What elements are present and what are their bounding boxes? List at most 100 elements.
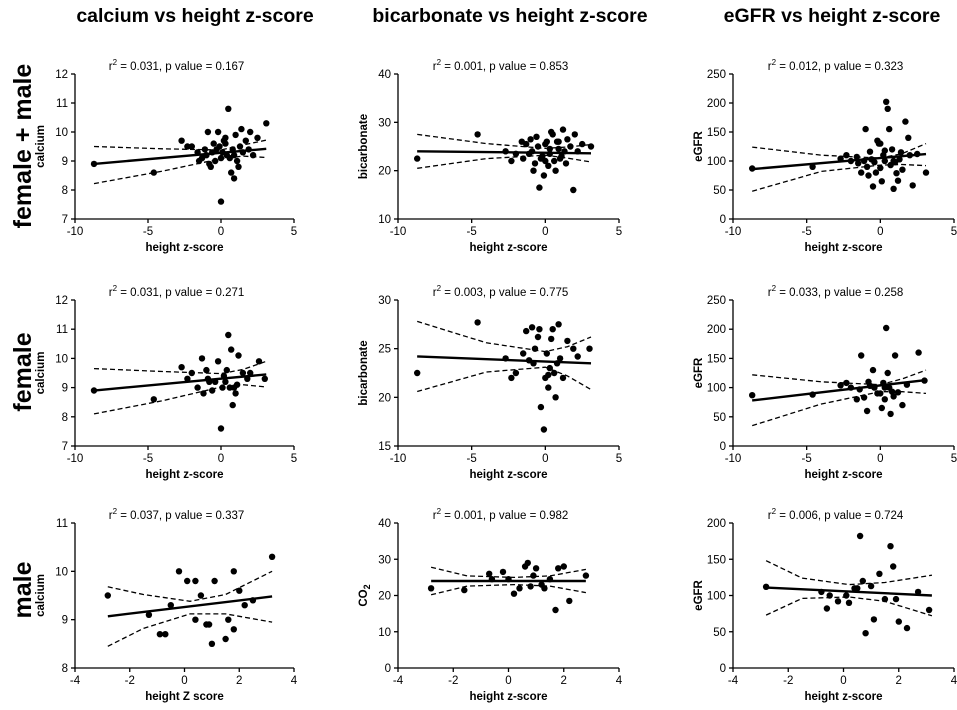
- data-point: [854, 585, 861, 592]
- y-tick-label: 7: [62, 441, 68, 453]
- data-point: [90, 387, 98, 394]
- x-axis-label: height z-score: [470, 469, 548, 481]
- y-tick-label: 150: [707, 554, 726, 566]
- scatter-panels: 7 8 9 10 11 12 -10 -5 0 5 height z-score calcium r2 …: [35, 58, 957, 703]
- x-tick-label: 5: [291, 226, 297, 238]
- ci-lower-line: [430, 583, 587, 596]
- data-point: [546, 150, 553, 157]
- data-point: [914, 150, 921, 158]
- regression-stats-label: r2 = 0.031, p value = 0.271: [109, 284, 245, 299]
- data-point: [235, 352, 242, 359]
- data-point: [213, 146, 220, 153]
- data-point: [906, 152, 913, 159]
- data-point: [536, 184, 543, 191]
- data-point: [222, 134, 229, 141]
- data-point: [233, 381, 241, 388]
- data-point: [859, 577, 866, 585]
- data-point: [236, 587, 243, 594]
- data-point: [834, 598, 842, 605]
- data-point: [866, 148, 874, 155]
- y-tick-label: 100: [707, 383, 726, 395]
- regression-stats-label: r2 = 0.006, p value = 0.724: [768, 507, 904, 522]
- data-point: [574, 148, 581, 155]
- y-tick-label: 250: [707, 69, 726, 81]
- data-point: [555, 565, 562, 572]
- scatter-panel-9: 0 50 100 150 200 -4 -2 0 2 4 height z-score eGFR r2 …: [693, 507, 957, 703]
- data-point: [899, 166, 906, 173]
- data-point: [823, 605, 831, 612]
- data-point: [209, 387, 216, 394]
- x-tick-label: 2: [561, 675, 567, 687]
- ci-lower-line: [417, 366, 592, 393]
- data-point: [219, 384, 226, 391]
- data-point: [542, 140, 549, 148]
- data-point: [255, 358, 263, 365]
- data-point: [241, 602, 248, 609]
- data-point: [881, 384, 888, 391]
- x-tick-label: 0: [877, 453, 883, 465]
- x-tick-label: 4: [291, 675, 298, 687]
- data-point: [877, 164, 884, 172]
- data-point: [749, 392, 756, 399]
- y-tick-label: 9: [62, 156, 68, 168]
- y-tick-label: 0: [720, 663, 726, 675]
- data-point: [204, 128, 212, 136]
- data-point: [245, 146, 252, 153]
- y-tick-label: 9: [62, 383, 68, 395]
- data-point: [505, 576, 512, 583]
- data-point: [532, 565, 540, 572]
- data-point: [512, 150, 520, 157]
- x-tick-label: 5: [951, 226, 957, 238]
- x-axis-label: height z-score: [805, 691, 883, 703]
- x-tick-label: -4: [728, 675, 739, 687]
- data-point: [837, 382, 844, 389]
- regression-stats-label: r2 = 0.037, p value = 0.337: [109, 507, 245, 522]
- y-tick-label: 100: [707, 156, 726, 168]
- data-point: [527, 583, 534, 590]
- data-point: [508, 374, 515, 382]
- data-point: [540, 172, 548, 179]
- scatter-panel-4: 7 8 9 10 11 12 -10 -5 0 5 height z-score calcium r2 …: [35, 284, 297, 481]
- data-point: [552, 606, 559, 614]
- data-point: [214, 358, 222, 365]
- y-tick-label: 0: [720, 441, 726, 453]
- x-tick-label: 0: [877, 226, 883, 238]
- y-tick-label: 200: [707, 324, 726, 336]
- x-tick-label: -2: [125, 675, 135, 687]
- scatter-panel-8: 0 10 20 30 40 -4 -2 0 2 4 height z-score CO2 r2 = 0.…: [358, 507, 623, 703]
- data-point: [207, 163, 214, 170]
- data-point: [238, 125, 245, 133]
- row-title-male: male: [9, 561, 37, 618]
- data-point: [427, 585, 435, 592]
- data-point: [530, 360, 537, 367]
- data-point: [242, 137, 249, 144]
- data-point: [536, 326, 543, 333]
- data-point: [890, 393, 897, 400]
- y-tick-label: 11: [56, 518, 68, 530]
- data-point: [247, 369, 254, 377]
- x-tick-label: -10: [390, 453, 407, 465]
- ci-lower-line: [93, 155, 267, 185]
- data-point: [843, 592, 850, 599]
- data-point: [881, 396, 888, 403]
- data-point: [540, 426, 548, 433]
- regression-line: [93, 147, 267, 166]
- data-point: [887, 410, 894, 418]
- y-axis-label: calcium: [35, 125, 47, 168]
- x-tick-label: -5: [143, 226, 153, 238]
- data-point: [225, 105, 232, 113]
- ci-upper-line: [417, 320, 592, 353]
- data-point: [210, 140, 217, 147]
- y-tick-label: 8: [62, 185, 68, 197]
- data-point: [561, 148, 568, 155]
- data-point: [104, 592, 112, 599]
- x-tick-label: 0: [542, 226, 548, 238]
- data-point: [188, 143, 195, 150]
- data-point: [570, 186, 577, 194]
- data-point: [883, 324, 890, 332]
- y-tick-label: 200: [707, 518, 726, 530]
- data-point: [268, 553, 276, 560]
- y-tick-label: 10: [378, 627, 391, 639]
- data-point: [843, 379, 850, 387]
